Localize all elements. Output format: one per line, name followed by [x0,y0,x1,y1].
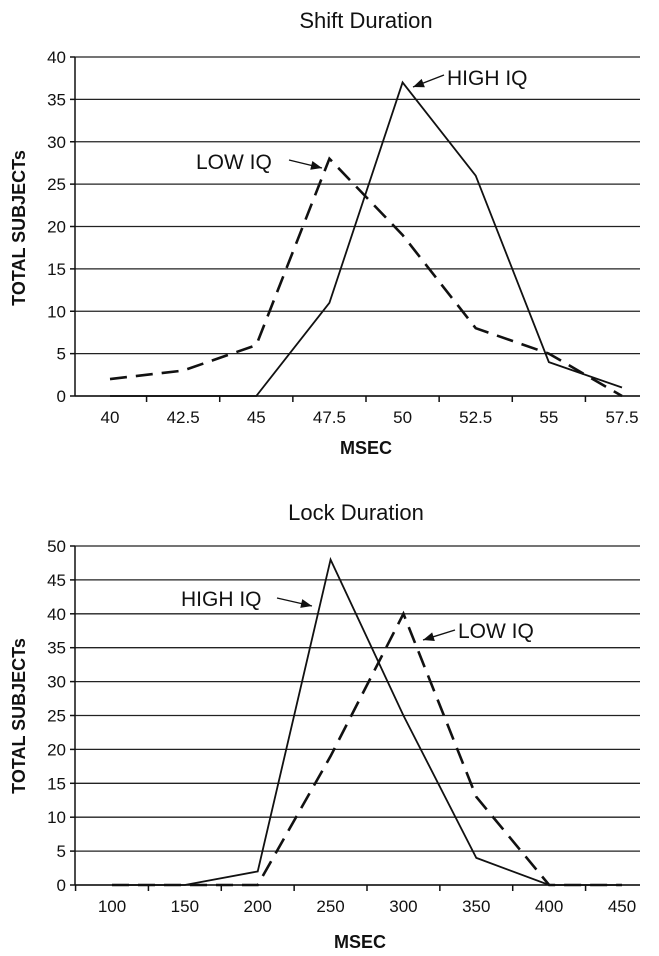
x-tick-label: 300 [389,897,417,916]
chart-title: Lock Duration [288,500,424,525]
x-tick-label: 400 [535,897,563,916]
y-tick-label: 35 [47,639,66,658]
high-iq-series-line [110,80,623,397]
plot-area: 0 5 10 15 20 25 30 35 40 45 50 100 150 200 250 300 350 40… [47,537,640,916]
y-tick-label: 15 [47,774,66,793]
x-tick-label: 50 [393,408,412,427]
y-tick-label: 50 [47,537,66,556]
y-tick-label: 5 [57,345,66,364]
y-tick-label: 25 [47,175,66,194]
x-tick-label: 350 [462,897,490,916]
y-tick-label: 0 [57,876,66,895]
y-tick-label: 0 [57,387,66,406]
annotation-arrowhead [310,161,322,170]
x-tick-label: 150 [171,897,199,916]
y-tick-label: 30 [47,133,66,152]
annotations: HIGH IQ LOW IQ [196,67,528,174]
low-iq-series-line [112,610,622,887]
y-tick-label: 30 [47,673,66,692]
low-iq-annotation: LOW IQ [196,151,272,174]
y-axis-label: TOTAL SUBJECTs [9,638,29,794]
lock-duration-chart: Lock Duration TOTAL SUBJECTs MSEC 0 5 10 15… [9,500,640,952]
low-iq-series-line [109,156,623,398]
high-iq-series-line [112,556,622,886]
y-tick-label: 20 [47,218,66,237]
x-tick-label: 200 [244,897,272,916]
x-tick-label: 55 [539,408,558,427]
x-tick-label: 52.5 [459,408,492,427]
y-tick-label: 45 [47,571,66,590]
annotation-arrowhead [300,599,312,608]
y-tick-label: 20 [47,740,66,759]
y-tick-label: 40 [47,605,66,624]
y-tick-label: 5 [57,842,66,861]
chart-title: Shift Duration [299,8,432,33]
annotations: HIGH IQ LOW IQ [181,588,534,643]
y-tick-label: 10 [47,808,66,827]
x-axis-label: MSEC [340,438,392,458]
x-tick-label: 47.5 [313,408,346,427]
y-tick-label: 35 [47,90,66,109]
x-tick-label: 42.5 [167,408,200,427]
shift-duration-chart: Shift Duration TOTAL SUBJECTs MSEC 0 5 10 1… [9,8,640,458]
x-tick-label: 100 [98,897,126,916]
x-tick-label: 250 [316,897,344,916]
y-tick-label: 40 [47,48,66,67]
x-axis-label: MSEC [334,932,386,952]
x-tick-label: 450 [608,897,636,916]
high-iq-annotation: HIGH IQ [447,67,528,90]
y-tick-label: 10 [47,302,66,321]
x-tick-label: 45 [247,408,266,427]
high-iq-annotation: HIGH IQ [181,588,262,611]
annotation-arrowhead [413,78,425,88]
y-axis-label: TOTAL SUBJECTs [9,150,29,306]
x-tick-label: 40 [101,408,120,427]
plot-area: 0 5 10 15 20 25 30 35 40 40 42.5 45 47.5 50 52.5 55 57.5 [47,48,640,427]
y-tick-label: 25 [47,707,66,726]
y-tick-label: 15 [47,260,66,279]
x-tick-label: 57.5 [605,408,638,427]
low-iq-annotation: LOW IQ [458,620,534,643]
annotation-arrowhead [423,632,435,642]
